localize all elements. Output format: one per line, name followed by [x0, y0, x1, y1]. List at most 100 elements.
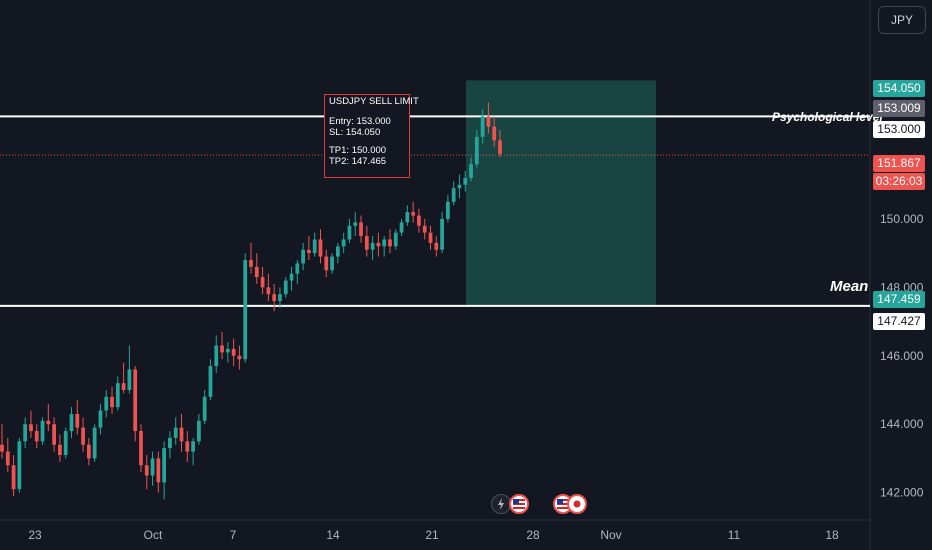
note-tp2: TP2: 147.465: [329, 155, 387, 167]
candle-body: [75, 413, 80, 428]
candle-body: [121, 383, 126, 390]
note-tp1: TP1: 150.000: [329, 145, 387, 157]
candle-body: [272, 294, 277, 302]
note-sl: SL: 154.050: [329, 126, 381, 138]
candle-body: [422, 225, 427, 233]
y-tick-label: 146.000: [880, 349, 924, 363]
price-tag-153000: 153.000: [873, 121, 925, 138]
candle-body: [11, 465, 16, 490]
note-title: USDJPY SELL LIMIT: [329, 96, 419, 107]
candle-body: [40, 420, 45, 442]
candle-body: [231, 348, 236, 356]
candle-body: [191, 441, 195, 452]
candle-body: [289, 273, 294, 281]
candle-body: [463, 177, 468, 185]
candle-body: [220, 345, 224, 353]
candle-body: [307, 249, 311, 254]
candle-body: [86, 444, 91, 459]
flash-event-icon[interactable]: [491, 494, 511, 514]
x-tick-label: 18: [825, 528, 839, 542]
candle-body: [335, 246, 340, 257]
candle-body: [46, 420, 51, 425]
candle-body: [214, 345, 219, 367]
candle-body: [29, 424, 33, 432]
candle-body: [197, 420, 201, 442]
x-tick-label: Nov: [600, 528, 621, 542]
candle-body: [104, 396, 109, 411]
candle-body: [330, 256, 334, 271]
candle-body: [341, 239, 346, 247]
candle-body: [63, 431, 68, 455]
candle-body: [0, 444, 4, 452]
price-tag-147427: 147.427: [873, 313, 925, 330]
candle-body: [260, 277, 265, 288]
candle-body: [405, 212, 410, 223]
candle-body: [428, 232, 433, 243]
candle-body: [17, 441, 22, 490]
trade-zone[interactable]: [466, 80, 656, 306]
candle-body: [399, 222, 404, 233]
y-tick-label: 148.000: [880, 280, 924, 294]
candle-body: [127, 369, 132, 390]
candle-body: [237, 355, 242, 360]
candle-body: [301, 249, 305, 264]
candle-body: [249, 260, 253, 267]
candle-body: [173, 427, 178, 438]
candle-body: [144, 465, 149, 476]
note-entry: Entry: 153.000: [329, 116, 391, 128]
candle-body: [266, 287, 271, 295]
candle-body: [364, 236, 369, 250]
candle-body: [324, 256, 329, 271]
candle-body: [492, 126, 497, 141]
x-tick-label: Oct: [144, 528, 163, 542]
price-tag-032603: 03:26:03: [873, 173, 925, 190]
candle-body: [411, 212, 416, 216]
candle-body: [179, 427, 184, 442]
candle-body: [254, 266, 259, 278]
candle-body: [156, 458, 161, 483]
japan-flag-event-icon[interactable]: [567, 494, 587, 514]
candle-body: [115, 383, 120, 408]
candle-body: [185, 441, 190, 452]
candle-body: [98, 410, 103, 428]
us-flag-event-icon[interactable]: [509, 494, 529, 514]
currency-button[interactable]: JPY: [878, 6, 926, 34]
candle-body: [376, 242, 381, 247]
x-tick-label: 21: [425, 528, 439, 542]
candle-body: [388, 239, 392, 247]
candle-body: [162, 448, 167, 483]
y-tick-label: 142.000: [880, 486, 924, 500]
price-tag-151867: 151.867: [873, 155, 925, 172]
candle-body: [486, 116, 491, 127]
y-tick-label: 144.000: [880, 417, 924, 431]
price-tag-153009: 153.009: [873, 100, 925, 117]
candle-body: [440, 218, 444, 250]
candle-body: [434, 242, 439, 250]
candle-body: [451, 188, 456, 202]
candle-body: [133, 369, 138, 432]
candle-body: [110, 396, 114, 408]
candle-body: [52, 424, 56, 445]
candle-body: [92, 427, 97, 459]
candle-body: [295, 263, 300, 274]
candle-body: [353, 222, 358, 226]
x-tick-label: 11: [728, 528, 741, 542]
candle-body: [202, 396, 207, 421]
x-tick-label: 7: [230, 528, 237, 542]
candle-body: [393, 232, 398, 247]
candle-body: [370, 242, 375, 250]
candle-body: [139, 431, 143, 466]
candle-body: [23, 424, 28, 442]
price-tag-147459: 147.459: [873, 291, 925, 308]
candle-body: [58, 444, 62, 455]
price-tag-154050: 154.050: [873, 80, 925, 97]
candle-body: [457, 184, 462, 189]
candle-body: [69, 413, 74, 432]
candle-body: [469, 164, 473, 178]
candle-body: [243, 260, 248, 360]
candle-body: [382, 239, 387, 247]
candle-body: [474, 136, 479, 165]
candle-body: [5, 451, 10, 466]
candle-body: [150, 458, 155, 476]
